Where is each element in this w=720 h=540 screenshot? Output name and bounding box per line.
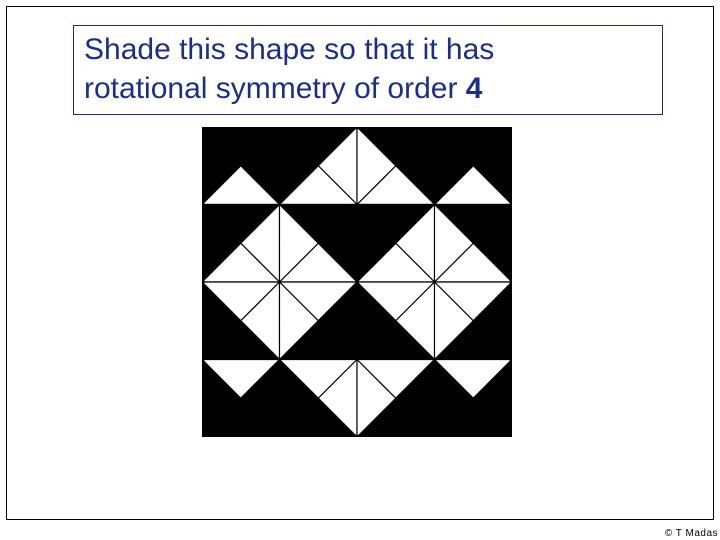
symmetry-grid-svg: [202, 127, 512, 437]
title-line2-prefix: rotational symmetry of order: [84, 72, 466, 105]
title-order: 4: [466, 72, 483, 105]
instruction-title: Shade this shape so that it has rotation…: [73, 25, 663, 115]
symmetry-figure: [202, 127, 512, 437]
credit-text: © T Madas: [665, 528, 718, 539]
title-line1: Shade this shape so that it has: [84, 33, 494, 66]
slide-frame: Shade this shape so that it has rotation…: [6, 6, 714, 520]
